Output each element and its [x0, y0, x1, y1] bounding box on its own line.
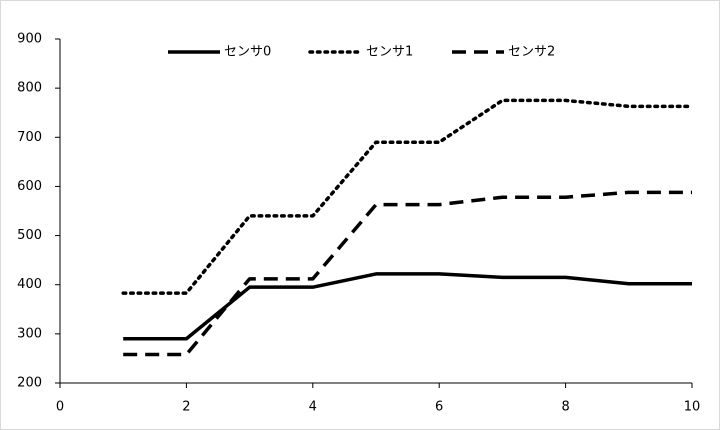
- x-tick-label: 4: [309, 400, 317, 415]
- y-tick-label: 500: [17, 228, 42, 243]
- x-tick-label: 2: [182, 400, 190, 415]
- x-tick-label: 0: [56, 400, 64, 415]
- y-tick-label: 400: [17, 277, 42, 292]
- y-tick-label: 900: [17, 32, 42, 47]
- y-tick-label: 700: [17, 130, 42, 145]
- legend-label: センサ0: [224, 45, 271, 60]
- x-tick-label: 8: [561, 400, 569, 415]
- legend-label: センサ2: [508, 45, 555, 60]
- series-line: [121, 98, 694, 295]
- series-line: [123, 190, 692, 357]
- legend-label: センサ1: [366, 45, 413, 60]
- y-tick-label: 200: [17, 376, 42, 391]
- y-tick-label: 600: [17, 179, 42, 194]
- series-line: [123, 272, 692, 341]
- x-tick-label: 10: [684, 400, 701, 415]
- x-tick-label: 6: [435, 400, 443, 415]
- y-tick-label: 800: [17, 81, 42, 96]
- y-tick-label: 300: [17, 326, 42, 341]
